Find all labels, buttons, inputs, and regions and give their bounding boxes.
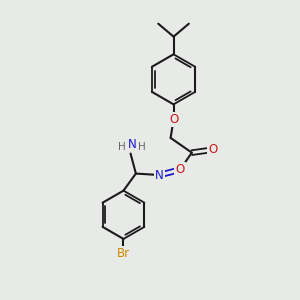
Text: H: H [118,142,126,152]
Text: O: O [176,163,185,176]
Text: N: N [128,138,136,151]
Text: O: O [169,113,178,126]
Text: O: O [208,143,217,156]
Text: N: N [155,169,164,182]
Text: H: H [138,142,146,152]
Text: Br: Br [117,247,130,260]
